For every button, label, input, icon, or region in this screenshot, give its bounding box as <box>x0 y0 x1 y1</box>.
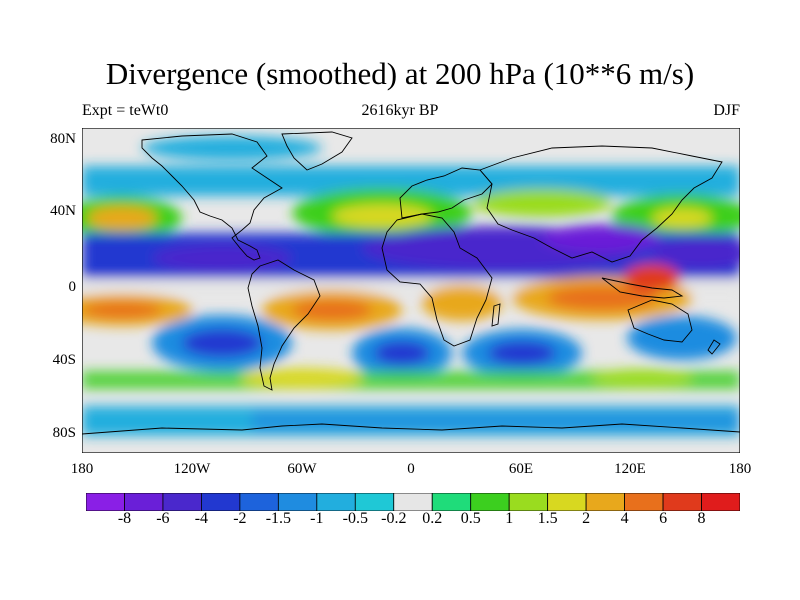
colorbar-swatch <box>624 493 664 511</box>
colorbar-label: -2 <box>233 510 247 527</box>
coast-asia <box>479 145 723 263</box>
coast-south-america <box>247 259 321 391</box>
lon-tick-60w: 60W <box>287 461 317 477</box>
colorbar-swatch <box>316 493 356 511</box>
lon-tick-180e: 180 <box>728 461 752 477</box>
colorbar-label: 1.5 <box>537 510 558 527</box>
colorbar-swatch <box>508 493 549 511</box>
plot-title: Divergence (smoothed) at 200 hPa (10**6 … <box>105 56 695 91</box>
colorbar-label: -8 <box>117 510 132 527</box>
colorbar-label: 1 <box>505 510 514 527</box>
colorbar-swatch <box>354 493 395 511</box>
colorbar-label: -1.5 <box>265 510 292 527</box>
coast-new-zealand <box>707 339 721 355</box>
colorbar-swatch <box>162 493 202 511</box>
colorbar-swatch <box>201 493 241 511</box>
colorbar-swatch <box>662 493 702 511</box>
colorbar-swatch <box>585 493 625 511</box>
colorbar-swatch <box>239 493 279 511</box>
colorbar-label: 8 <box>697 510 706 527</box>
lon-tick-0: 0 <box>407 461 415 477</box>
coast-madagascar <box>491 303 501 327</box>
coastlines <box>82 131 740 435</box>
lon-tick-60e: 60E <box>508 461 534 477</box>
colorbar-swatch <box>701 493 740 511</box>
colorbar-swatch <box>547 493 587 511</box>
experiment-label: Expt = teWt0 <box>82 102 169 119</box>
lon-tick-180w: 180 <box>70 461 94 477</box>
map-panel <box>82 128 740 453</box>
lat-tick-0: 0 <box>68 279 77 295</box>
coast-africa <box>381 213 493 347</box>
colorbar-label: 2 <box>582 510 591 527</box>
lat-tick-80s: 80S <box>52 425 76 441</box>
colorbar-swatch <box>431 493 472 511</box>
colorbar-swatch <box>470 493 510 511</box>
colorbar-label: 6 <box>659 510 668 527</box>
coast-indonesia <box>601 277 684 299</box>
lat-tick-40s: 40S <box>52 352 76 368</box>
coast-australia <box>627 299 693 343</box>
period-label: 2616kyr BP <box>361 102 439 119</box>
colorbar-label: -0.5 <box>342 510 368 527</box>
colorbar-swatch <box>393 493 433 511</box>
colorbar-label: 4 <box>620 510 629 527</box>
colorbar-label: 0.5 <box>460 510 481 527</box>
coast-north-america <box>141 133 283 261</box>
colorbar-label: -6 <box>156 510 170 527</box>
divergence-map <box>82 128 740 453</box>
lon-tick-120e: 120E <box>614 461 646 477</box>
colorbar-label: -1 <box>310 510 324 527</box>
colorbar <box>86 493 740 511</box>
colorbar-label: -4 <box>194 510 209 527</box>
colorbar-swatch <box>124 493 164 511</box>
colorbar-label: 0.2 <box>422 510 443 527</box>
lon-tick-120w: 120W <box>173 461 211 477</box>
lat-tick-40n: 40N <box>50 203 76 219</box>
coast-greenland <box>281 131 353 171</box>
colorbar-swatch <box>277 493 318 511</box>
divergence-field <box>82 136 740 436</box>
season-label: DJF <box>713 102 740 119</box>
coast-antarctica <box>82 423 740 435</box>
colorbar-swatch <box>86 493 125 511</box>
lat-tick-80n: 80N <box>50 131 76 147</box>
colorbar-label: -0.2 <box>381 510 407 527</box>
